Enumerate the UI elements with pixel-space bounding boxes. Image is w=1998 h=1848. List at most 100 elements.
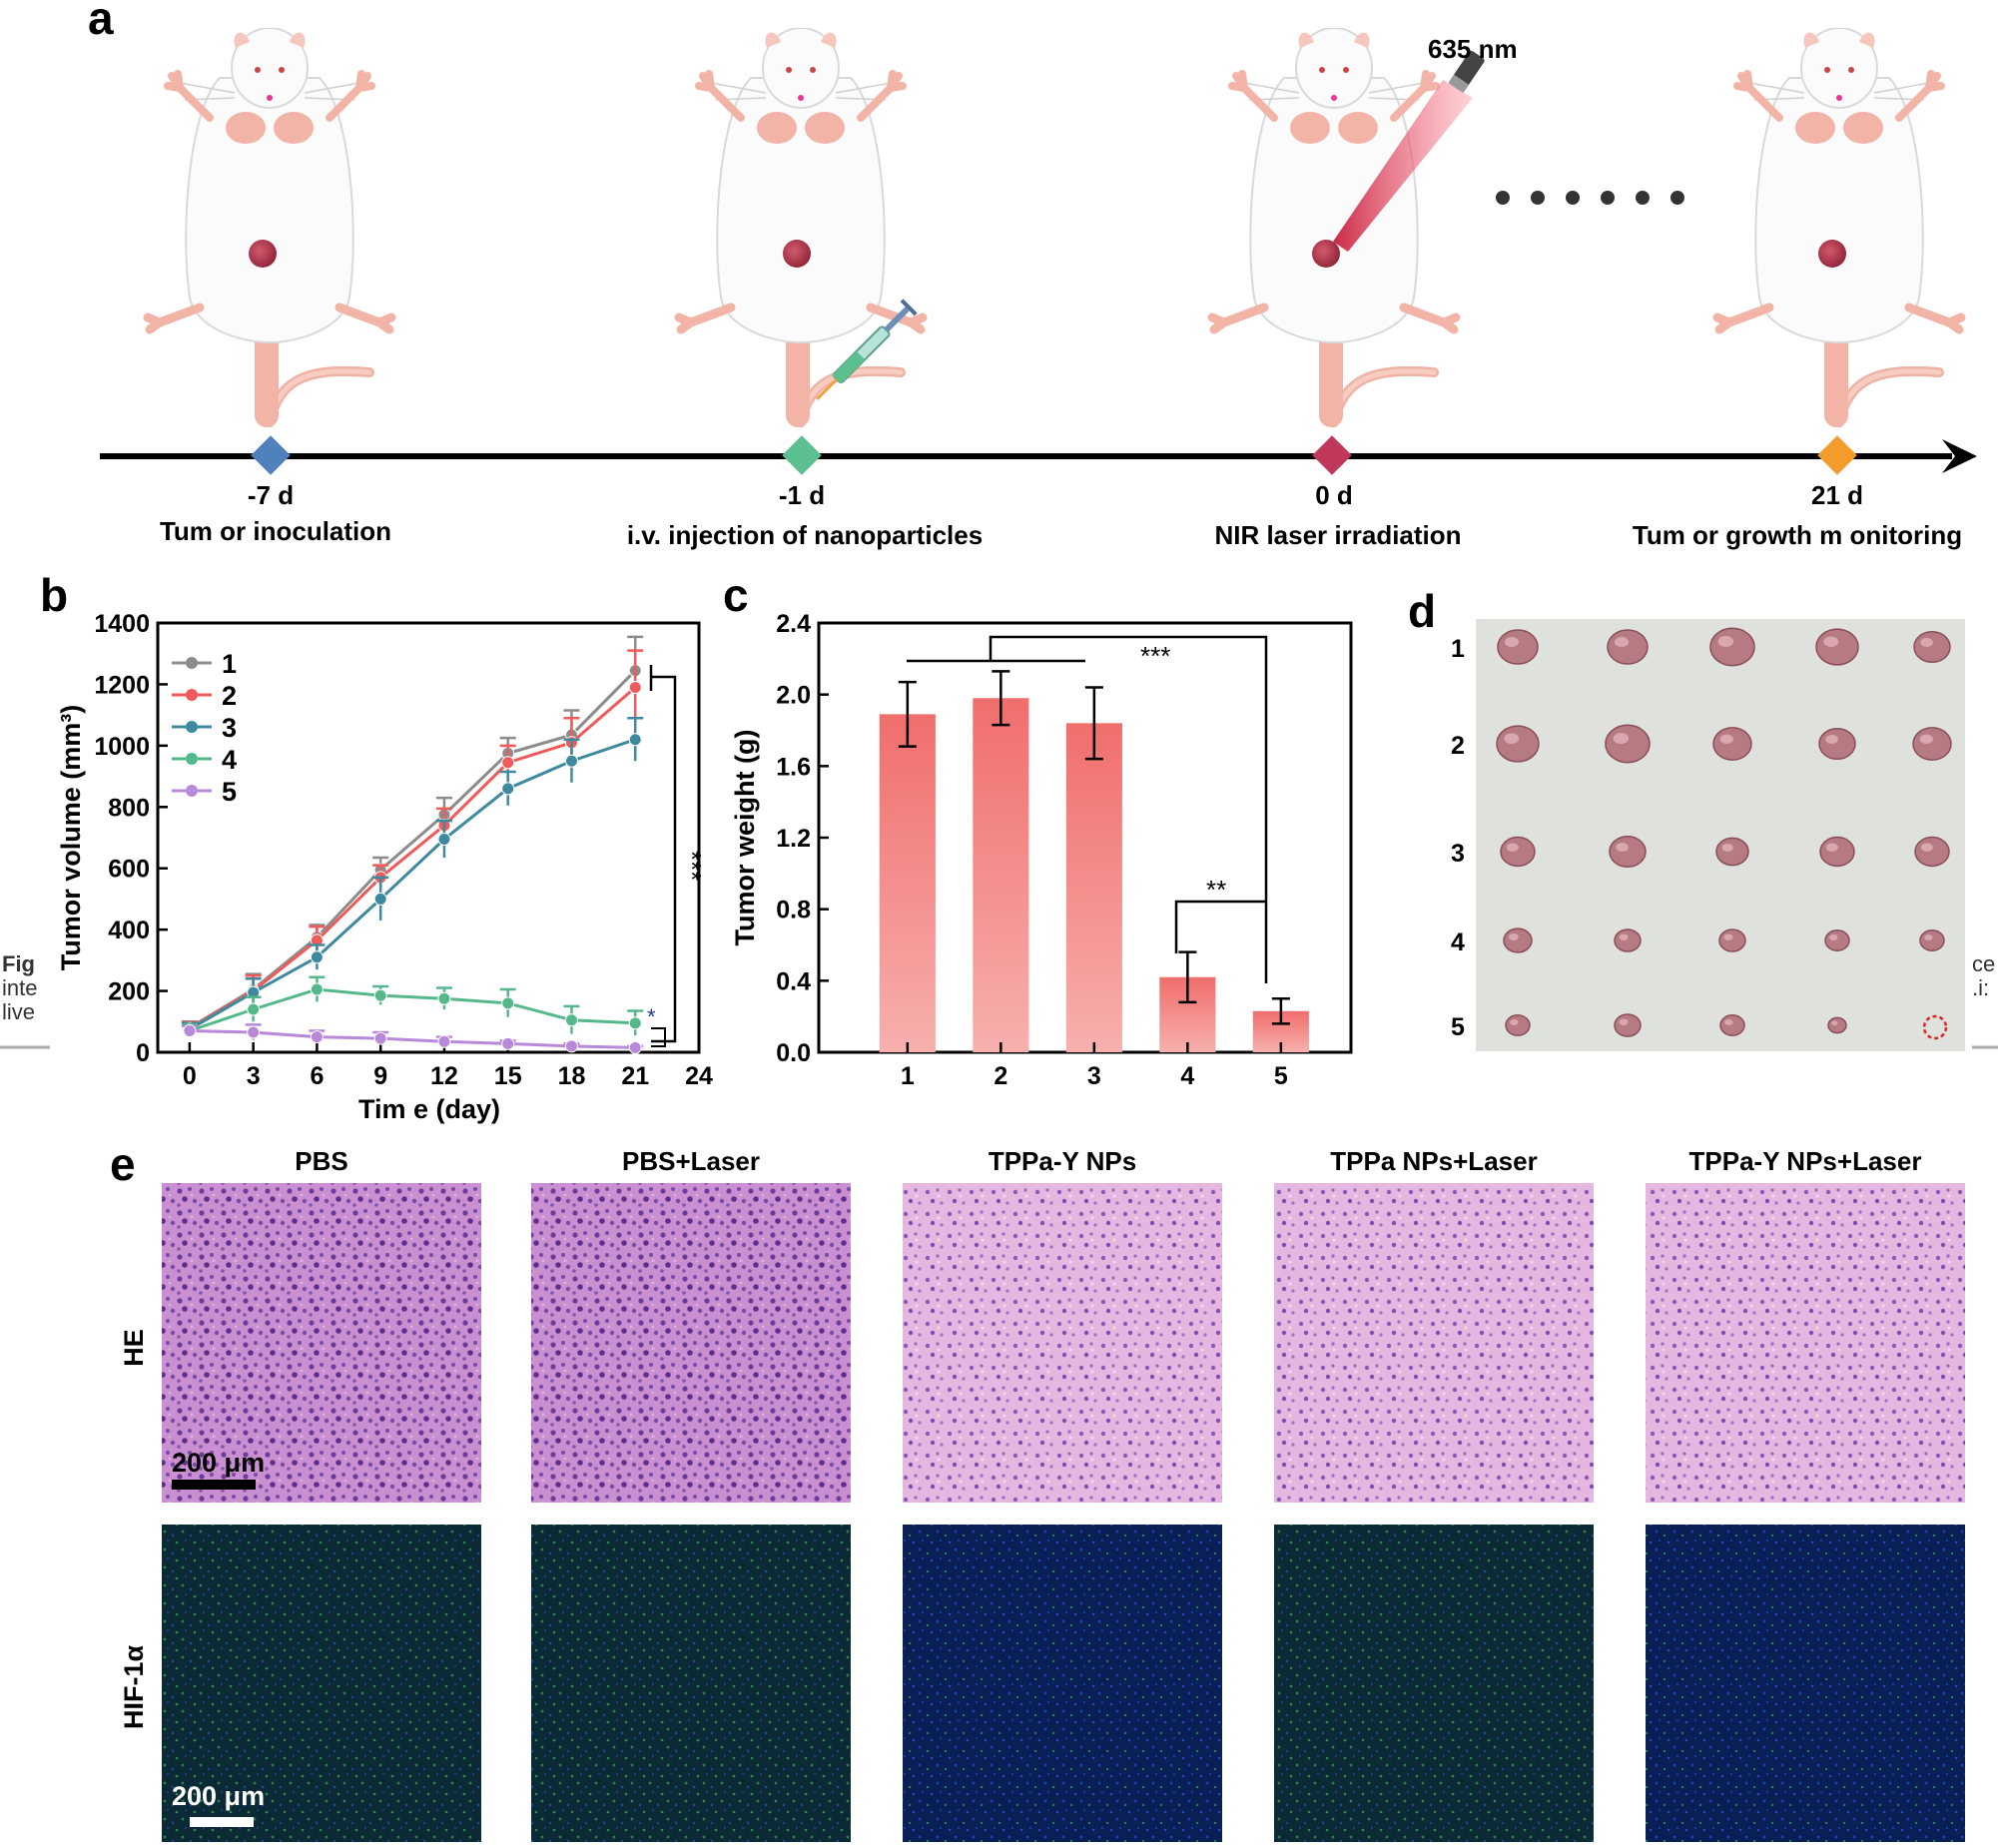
caption-fragment-left-2: inte [2, 975, 37, 1000]
tumor-highlight [1920, 843, 1933, 852]
chart-b-significance: *** * [647, 665, 707, 1047]
micrograph-column-title: PBS+Laser [622, 1146, 760, 1176]
chart-b-point [628, 1040, 642, 1054]
tumor-specimen [1914, 836, 1950, 868]
tumor-specimens [1496, 627, 1952, 1037]
chart-b-point [437, 833, 451, 847]
chart-b-xtick-label: 21 [621, 1062, 649, 1090]
panel-d: d 1 2 3 4 5 [1408, 585, 1965, 1051]
tumor-highlight [1717, 636, 1734, 647]
panel-a-label: a [88, 0, 114, 44]
chart-b-series-3 [181, 716, 644, 1036]
tumor-specimen [1718, 928, 1746, 952]
chart-b-legend-label: 5 [222, 777, 237, 807]
tumor-specimen [1818, 727, 1856, 761]
chart-b-xtick-label: 12 [430, 1062, 458, 1090]
tumor-specimen [1605, 724, 1651, 764]
timeline-marker-2 [782, 435, 822, 475]
chart-b-point [437, 991, 451, 1005]
chart-c-xtick-label: 1 [901, 1062, 915, 1090]
tumor-specimen [1609, 835, 1647, 869]
micrograph-column-title: TPPa-Y NPs+Laser [1689, 1146, 1922, 1176]
tumor-specimen [1827, 1016, 1847, 1034]
panel-d-label: d [1408, 585, 1436, 637]
ellipsis-dots [1496, 191, 1684, 205]
chart-b-point [310, 982, 324, 996]
panel-b-label: b [40, 569, 68, 621]
timeline-marker-3 [1312, 435, 1352, 475]
chart-b-point [373, 1031, 387, 1045]
panel-a: a 635 nm [88, 0, 1977, 550]
caption-fragment-right-1: ce [1972, 951, 1995, 976]
tumor-highlight [1825, 843, 1838, 852]
tumor-highlight [1919, 734, 1933, 744]
tumor-specimen [1607, 629, 1649, 665]
scale-bar-hif-label: 200 μm [172, 1781, 265, 1811]
he-stain-image [162, 1183, 481, 1503]
chart-b-ytick-label: 200 [108, 978, 150, 1006]
timeline-day-2: -1 d [779, 480, 825, 510]
scale-bar-he-label: 200 μm [172, 1448, 265, 1478]
chart-b-xtick-label: 0 [183, 1062, 197, 1090]
tumor-highlight [1616, 843, 1629, 852]
micrograph-column-title: TPPa NPs+Laser [1330, 1146, 1537, 1176]
chart-b-ytick-label: 0 [136, 1039, 150, 1067]
caption-fragment-right-2: .i: [1972, 975, 1989, 1000]
tumor-photo [1476, 619, 1965, 1051]
chart-c-bars: 1 2 3 4 5 [879, 670, 1309, 1090]
scale-bar-he: 200 μm [172, 1448, 265, 1490]
chart-b-xtick-label: 24 [685, 1062, 713, 1090]
scale-bar-hif: 200 μm [172, 1781, 265, 1827]
chart-b-point [437, 1034, 451, 1048]
chart-b-frame [156, 621, 701, 1054]
chart-b-point [501, 996, 515, 1010]
chart-b-ylabel: Tumor volume (mm³) [56, 705, 86, 971]
he-stain-image [1274, 1183, 1594, 1503]
chart-b-ytick-label: 1400 [94, 610, 150, 638]
tumor-highlight [1724, 1019, 1733, 1025]
tumor-row-labels: 1 2 3 4 5 [1451, 635, 1465, 1041]
timeline-marker-1 [251, 435, 291, 475]
tumor-highlight [1825, 735, 1838, 744]
hif-stain-image [903, 1525, 1222, 1842]
chart-b-point [501, 756, 515, 770]
chart-b-sig-1: *** [677, 851, 707, 881]
tumor-highlight [1723, 933, 1733, 940]
chart-c-ytick-label: 1.6 [776, 753, 811, 781]
tumor-highlight [1505, 637, 1519, 647]
laser-wavelength: 635 nm [1428, 34, 1518, 64]
chart-b-legend-marker [186, 721, 198, 733]
chart-b-point [310, 1030, 324, 1044]
chart-c-xtick-label: 4 [1180, 1062, 1194, 1090]
chart-b-ytick-label: 1000 [94, 733, 150, 761]
chart-b-legend-label: 3 [222, 713, 237, 743]
tumor-row-label: 3 [1451, 840, 1465, 868]
tumor-specimen [1505, 1014, 1531, 1036]
chart-b-point [501, 782, 515, 796]
tumor-highlight [1613, 733, 1630, 744]
tumor-specimen [1715, 837, 1749, 867]
chart-c-ytick-label: 0.0 [776, 1039, 811, 1067]
chart-b-xtick-label: 18 [558, 1062, 586, 1090]
tumor-specimen [1500, 836, 1536, 868]
syringe-icon [816, 299, 918, 400]
timeline-day-1: -7 d [248, 480, 294, 510]
chart-c-bar [1065, 723, 1122, 1052]
tumor-specimen [1815, 628, 1859, 666]
timeline: -7 d Tum or inoculation -1 d i.v. inject… [100, 435, 1977, 550]
panel-c-label: c [723, 569, 749, 621]
arrow-head-icon [1942, 439, 1977, 473]
panel-c: c 0.0 0.4 0.8 1.2 1.6 2.0 2.4 1 2 3 4 5 Tumor weig… [723, 569, 1353, 1090]
tumor-highlight [1506, 843, 1519, 852]
tumor-specimen [1614, 928, 1642, 952]
chart-b-point [373, 892, 387, 906]
tumor-highlight [1823, 636, 1839, 647]
chart-b-point [564, 1039, 578, 1053]
micrograph-grid: PBS PBS+Laser TPPa-Y NPs TPPa NPs+Laser TPPa… [162, 1146, 1965, 1842]
chart-b-sig-2: * [647, 1004, 656, 1029]
tumor-specimen [1824, 929, 1850, 951]
chart-c-ytick-label: 2.4 [776, 610, 811, 638]
tumor-highlight [1504, 733, 1520, 744]
chart-b-xlabel: Tim e (day) [358, 1094, 500, 1124]
